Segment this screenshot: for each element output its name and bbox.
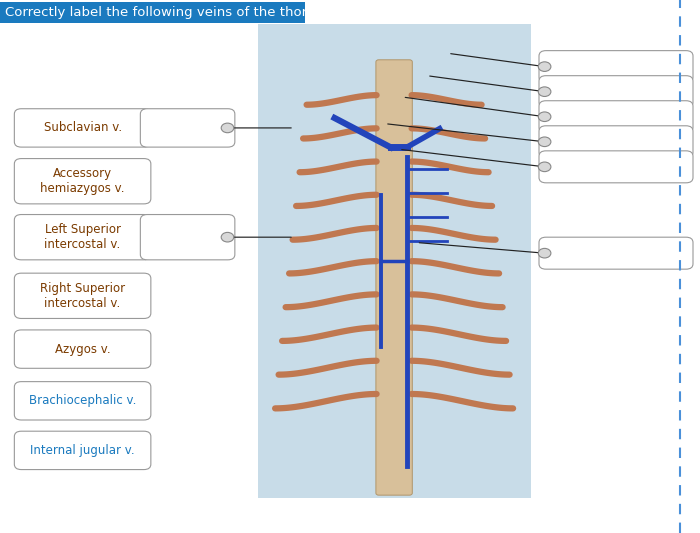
Circle shape	[538, 62, 551, 71]
Text: Internal jugular v.: Internal jugular v.	[30, 444, 135, 457]
FancyBboxPatch shape	[539, 76, 693, 108]
Text: Correctly label the following veins of the thorax.: Correctly label the following veins of t…	[5, 6, 327, 19]
FancyBboxPatch shape	[14, 109, 150, 147]
FancyBboxPatch shape	[376, 60, 412, 495]
Circle shape	[538, 248, 551, 258]
FancyBboxPatch shape	[539, 101, 693, 133]
FancyBboxPatch shape	[140, 109, 235, 147]
Text: Accessory
hemiazygos v.: Accessory hemiazygos v.	[41, 167, 125, 196]
FancyBboxPatch shape	[539, 126, 693, 158]
FancyBboxPatch shape	[14, 273, 150, 319]
Circle shape	[538, 87, 551, 96]
Text: Brachiocephalic v.: Brachiocephalic v.	[29, 394, 136, 407]
Circle shape	[538, 112, 551, 122]
Circle shape	[538, 162, 551, 172]
FancyBboxPatch shape	[0, 2, 304, 23]
Circle shape	[221, 123, 234, 133]
FancyBboxPatch shape	[14, 214, 150, 260]
Text: Right Superior
intercostal v.: Right Superior intercostal v.	[40, 281, 125, 310]
FancyBboxPatch shape	[14, 382, 150, 420]
FancyBboxPatch shape	[539, 151, 693, 183]
Text: Subclavian v.: Subclavian v.	[43, 122, 122, 134]
FancyBboxPatch shape	[14, 431, 150, 470]
FancyBboxPatch shape	[14, 330, 150, 368]
FancyBboxPatch shape	[140, 214, 235, 260]
Text: Left Superior
intercostal v.: Left Superior intercostal v.	[45, 223, 120, 252]
Circle shape	[538, 137, 551, 147]
FancyBboxPatch shape	[539, 51, 693, 83]
FancyBboxPatch shape	[258, 24, 531, 498]
Circle shape	[221, 232, 234, 242]
Text: Azygos v.: Azygos v.	[55, 343, 111, 356]
FancyBboxPatch shape	[14, 159, 150, 204]
FancyBboxPatch shape	[539, 237, 693, 269]
